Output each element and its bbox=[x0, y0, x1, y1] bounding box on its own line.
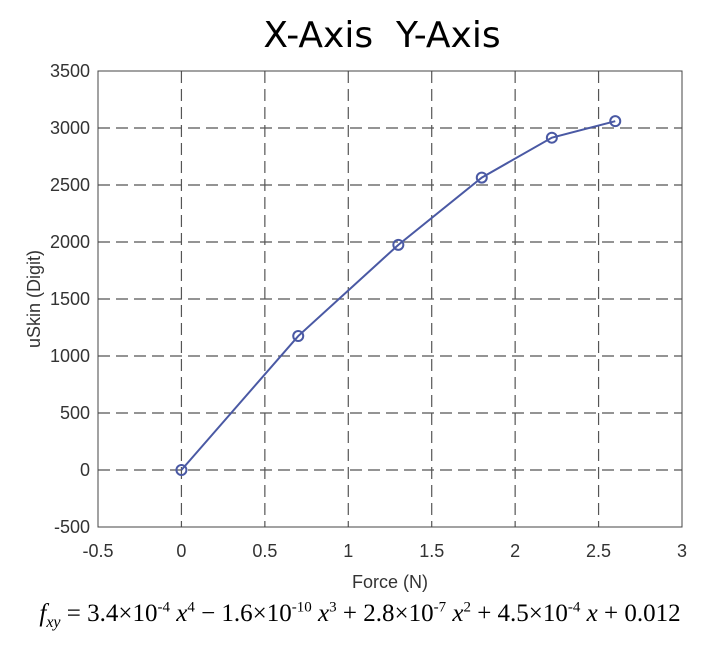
x-tick-label: 3 bbox=[677, 541, 687, 561]
x-axis-ticks: -0.5 0 0.5 1 1.5 2 2.5 3 bbox=[82, 541, 687, 561]
data-point bbox=[545, 131, 558, 144]
y-tick-label: 1000 bbox=[50, 346, 90, 366]
x-tick-label: -0.5 bbox=[82, 541, 113, 561]
y-tick-label: -500 bbox=[54, 517, 90, 537]
y-tick-label: 500 bbox=[60, 403, 90, 423]
x-tick-label: 0 bbox=[176, 541, 186, 561]
data-point bbox=[392, 238, 405, 251]
y-tick-label: 3000 bbox=[50, 118, 90, 138]
x-tick-label: 2 bbox=[510, 541, 520, 561]
data-point bbox=[175, 464, 188, 476]
y-tick-label: 2000 bbox=[50, 232, 90, 252]
chart-title: X-Axis Y-Axis bbox=[263, 15, 500, 56]
x-tick-label: 2.5 bbox=[586, 541, 611, 561]
chart: X-Axis Y-Axis -0.5 0 0.5 1 1.5 2 2.5 3 -500 0 500… bbox=[24, 15, 687, 592]
x-tick-label: 1.5 bbox=[419, 541, 444, 561]
series-layer bbox=[175, 115, 622, 476]
x-axis-label: Force (N) bbox=[352, 572, 428, 592]
y-tick-label: 2500 bbox=[50, 175, 90, 195]
fit-formula: fxy = 3.4×10-4 x4 − 1.6×10-10 x3 + 2.8×1… bbox=[0, 600, 720, 632]
series-line bbox=[180, 120, 616, 471]
y-tick-label: 3500 bbox=[50, 61, 90, 81]
y-axis-ticks: -500 0 500 1000 1500 2000 2500 3000 3500 bbox=[50, 61, 90, 537]
y-axis-label: uSkin (Digit) bbox=[24, 250, 44, 348]
plot-frame bbox=[97, 70, 683, 528]
grid bbox=[98, 71, 682, 527]
formula-text: fxy = 3.4×10-4 x4 − 1.6×10-10 x3 + 2.8×1… bbox=[39, 600, 681, 632]
x-tick-label: 1 bbox=[343, 541, 353, 561]
data-point bbox=[609, 115, 622, 128]
data-point bbox=[475, 171, 488, 184]
x-tick-label: 0.5 bbox=[252, 541, 277, 561]
y-tick-label: 1500 bbox=[50, 289, 90, 309]
data-point bbox=[292, 330, 305, 343]
y-tick-label: 0 bbox=[80, 460, 90, 480]
